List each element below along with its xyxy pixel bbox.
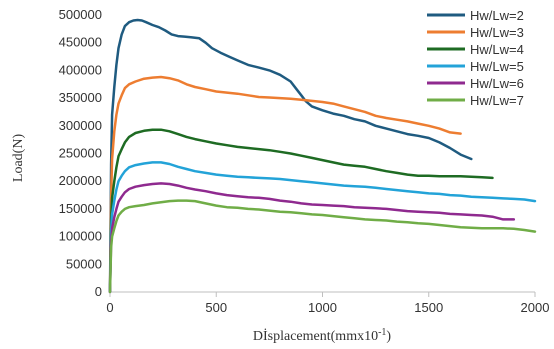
y-tick-label: 150000 [59, 201, 102, 216]
series-line-4 [108, 161, 537, 294]
series-line-6 [108, 199, 537, 294]
x-axis-title: Dİsplacement(mmx10-1) [253, 327, 392, 344]
legend-label: Hw/Lw=2 [470, 8, 524, 23]
y-tick-label: 450000 [59, 35, 102, 50]
legend-label: Hw/Lw=5 [470, 59, 524, 74]
series-line-5 [108, 182, 516, 294]
y-axis-ticks: 0 50000 100000 150000 200000 250000 300000 3500… [59, 7, 102, 299]
series-line-2 [108, 75, 462, 294]
y-tick-label: 350000 [59, 90, 102, 105]
x-axis-title-main: Dİsplacement(mmx10 [253, 328, 378, 344]
legend-label: Hw/Lw=7 [470, 93, 524, 108]
x-tick-label: 500 [205, 300, 227, 315]
y-axis-title: Load(N) [11, 134, 26, 183]
y-tick-label: 0 [95, 284, 102, 299]
x-axis-title-end: ) [386, 329, 391, 344]
x-tick-label: 1000 [308, 300, 337, 315]
x-tick-label: 0 [106, 300, 113, 315]
x-tick-label: 1500 [414, 300, 443, 315]
series-line-3 [108, 128, 494, 294]
y-tick-label: 50000 [66, 256, 102, 271]
legend: Hw/Lw=2 Hw/Lw=3 Hw/Lw=4 Hw/Lw=5 Hw/Lw=6 Hw/Lw… [427, 8, 524, 108]
legend-label: Hw/Lw=4 [470, 42, 524, 57]
y-tick-label: 400000 [59, 62, 102, 77]
x-axis-ticks: 0 500 1000 1500 2000 [106, 292, 549, 315]
series-lines [108, 18, 537, 294]
x-axis-title-superscript: -1 [378, 327, 386, 338]
x-tick-label: 2000 [521, 300, 550, 315]
y-tick-label: 250000 [59, 146, 102, 161]
y-tick-label: 300000 [59, 118, 102, 133]
legend-label: Hw/Lw=6 [470, 76, 524, 91]
legend-label: Hw/Lw=3 [470, 25, 524, 40]
series-line-1 [108, 18, 473, 294]
y-tick-label: 200000 [59, 173, 102, 188]
y-tick-label: 500000 [59, 7, 102, 22]
y-tick-label: 100000 [59, 229, 102, 244]
